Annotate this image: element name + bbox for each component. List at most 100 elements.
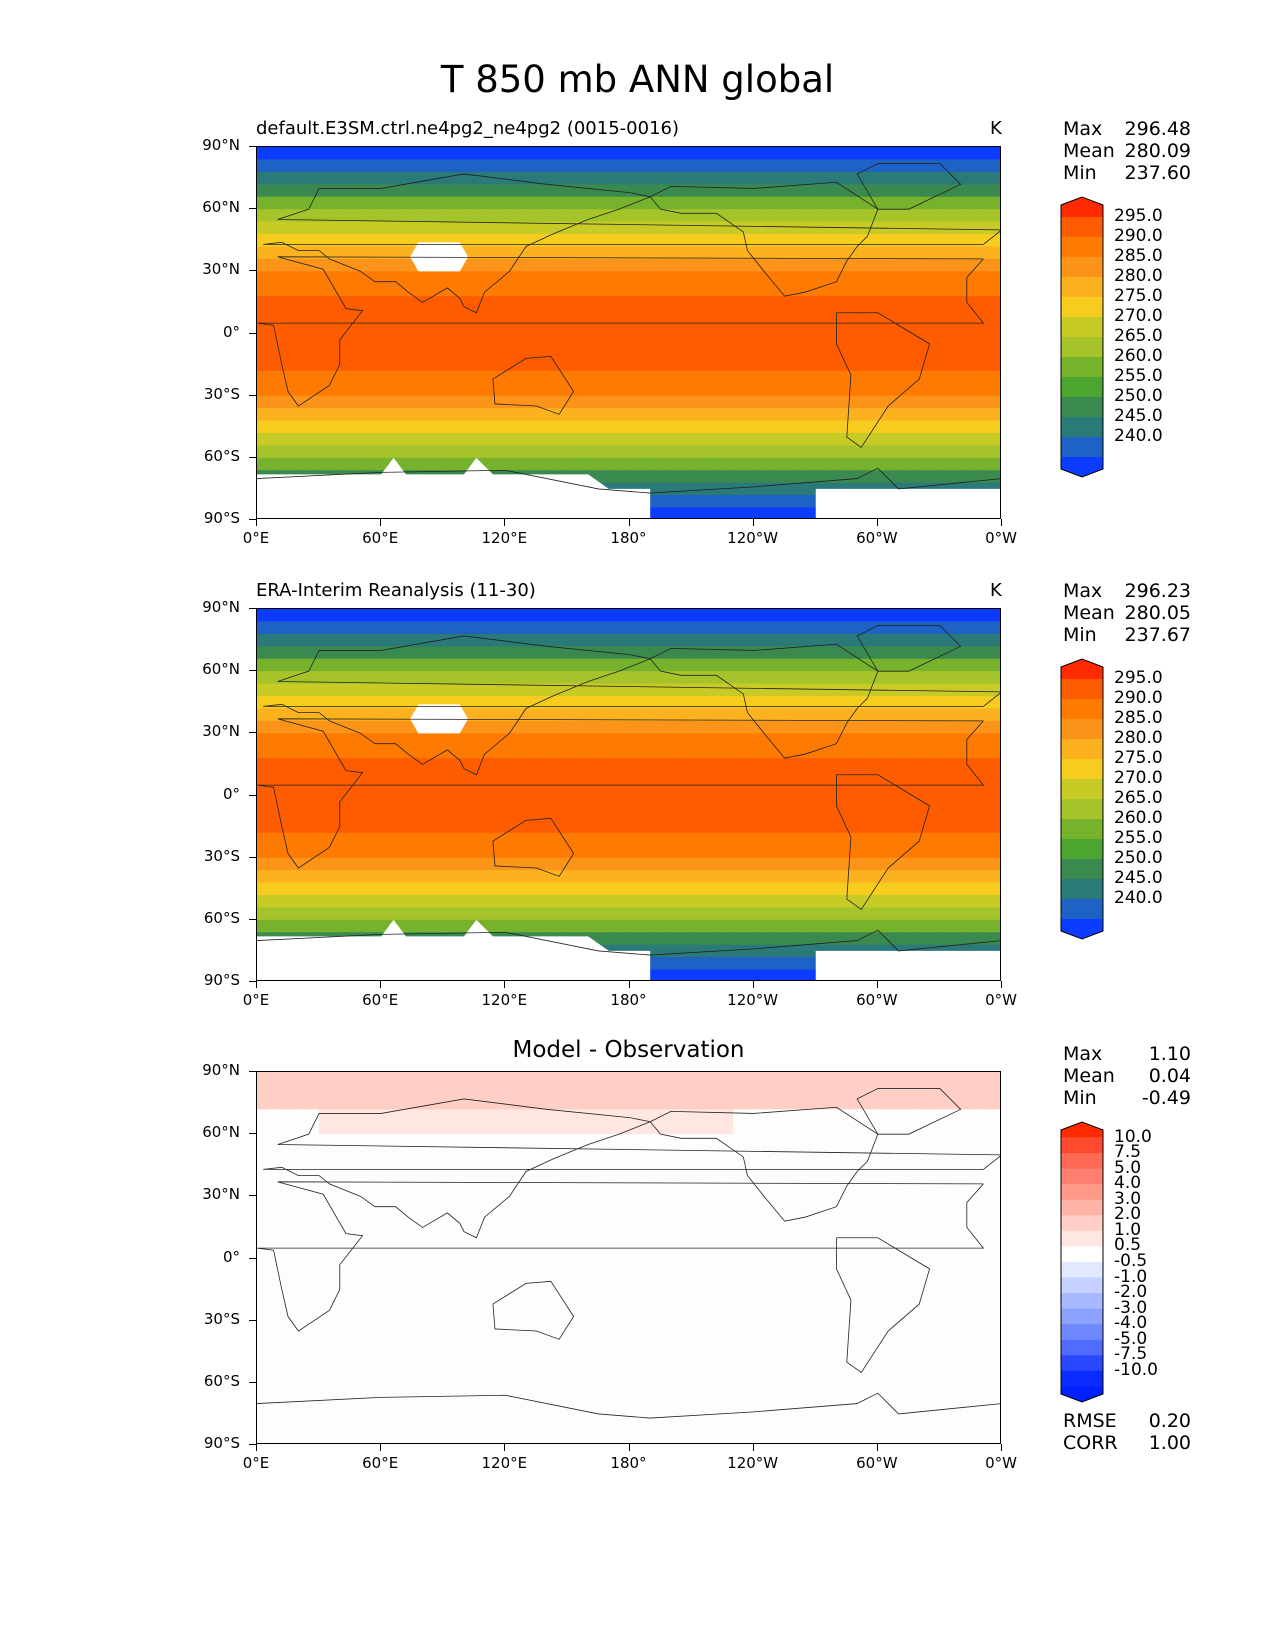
field-cell <box>443 609 465 623</box>
field-cell <box>505 633 527 647</box>
field-cell <box>401 1333 424 1347</box>
field-cell <box>981 159 1000 173</box>
field-cell <box>857 1333 879 1347</box>
field-cell <box>277 609 299 623</box>
field-cell <box>546 1134 569 1148</box>
colorbar-segment <box>1061 739 1103 760</box>
field-cell <box>898 1109 920 1123</box>
field-cell <box>919 1096 941 1110</box>
field-cell <box>588 1072 610 1086</box>
field-cell <box>774 1096 796 1110</box>
field-cell <box>815 1270 838 1284</box>
field-cell <box>277 845 299 859</box>
field-cell <box>484 845 506 859</box>
field-cell <box>526 1233 548 1247</box>
field-cell <box>629 470 651 484</box>
field-cell <box>753 683 775 697</box>
field-cell <box>857 1420 879 1434</box>
field-cell <box>691 1270 713 1284</box>
field-cell <box>608 271 631 285</box>
field-cell <box>629 621 651 635</box>
colorbar-segment <box>1061 437 1103 458</box>
field-cell <box>836 658 858 672</box>
field-cell <box>298 621 320 635</box>
field-cell <box>815 621 838 635</box>
field-cell <box>443 1357 465 1371</box>
field-cell <box>298 321 320 335</box>
y-tick-label: 90°S <box>203 971 240 989</box>
field-cell <box>526 621 548 635</box>
field-cell <box>360 283 382 297</box>
field-cell <box>629 1308 651 1322</box>
field-cell <box>608 1357 631 1371</box>
field-cell <box>960 1382 982 1396</box>
field-cell <box>670 1183 693 1197</box>
field-cell <box>339 820 362 834</box>
field-cell <box>588 1395 610 1409</box>
field-cell <box>898 209 920 223</box>
field-cell <box>898 1221 920 1235</box>
y-tick <box>249 208 256 210</box>
field-cell <box>815 1283 838 1297</box>
field-cell <box>712 720 734 734</box>
field-cell <box>319 159 341 173</box>
field-cell <box>815 708 838 722</box>
field-cell <box>670 408 693 422</box>
field-cell <box>753 870 775 884</box>
field-cell <box>815 1072 838 1086</box>
field-cell <box>567 870 589 884</box>
field-cell <box>422 894 444 908</box>
field-cell <box>319 1121 341 1135</box>
field-cell <box>691 1196 713 1210</box>
field-cell <box>670 1196 693 1210</box>
field-cell <box>546 1395 569 1409</box>
field-cell <box>939 1134 962 1148</box>
field-cell <box>650 857 672 871</box>
field-cell <box>526 1345 548 1359</box>
field-cell <box>857 1407 879 1421</box>
field-cell <box>339 296 362 310</box>
field-cell <box>857 1109 879 1123</box>
stat-value: 0.20 <box>1148 1410 1191 1432</box>
field-cell <box>629 1159 651 1173</box>
coastline <box>492 1280 575 1340</box>
field-cell <box>774 1308 796 1322</box>
field-cell <box>981 807 1000 821</box>
field-cell <box>298 1258 320 1272</box>
y-tick-label: 30°N <box>202 722 240 741</box>
field-cell <box>546 1432 569 1443</box>
field-cell <box>650 1308 672 1322</box>
field-cell <box>401 184 424 198</box>
field-cell <box>381 1407 403 1421</box>
field-cell <box>795 370 817 384</box>
field-cell <box>339 196 362 210</box>
field-cell <box>919 1121 941 1135</box>
field-cell <box>360 1134 382 1148</box>
field-cell <box>691 1407 713 1421</box>
field-cell <box>939 1072 962 1086</box>
field-cell <box>401 445 424 459</box>
field-cell <box>732 820 755 834</box>
field-cell <box>753 745 775 759</box>
field-cell <box>567 733 589 747</box>
field-cell <box>567 1258 589 1272</box>
field-cell <box>691 234 713 248</box>
coastline <box>649 1106 879 1222</box>
field-cell <box>484 159 506 173</box>
field-cell <box>774 1159 796 1173</box>
field-cell <box>277 783 299 797</box>
field-cell <box>381 395 403 409</box>
field-cell <box>877 708 900 722</box>
field-cell <box>381 1072 403 1086</box>
field-cell <box>546 1246 569 1260</box>
field-cell <box>298 1432 320 1443</box>
field-cell <box>670 758 693 772</box>
field-cell <box>443 882 465 896</box>
field-cell <box>898 1357 920 1371</box>
x-tick <box>876 981 878 988</box>
field-cell <box>526 720 548 734</box>
field-cell <box>795 795 817 809</box>
field-cell <box>463 1258 486 1272</box>
field-cell <box>712 1420 734 1434</box>
